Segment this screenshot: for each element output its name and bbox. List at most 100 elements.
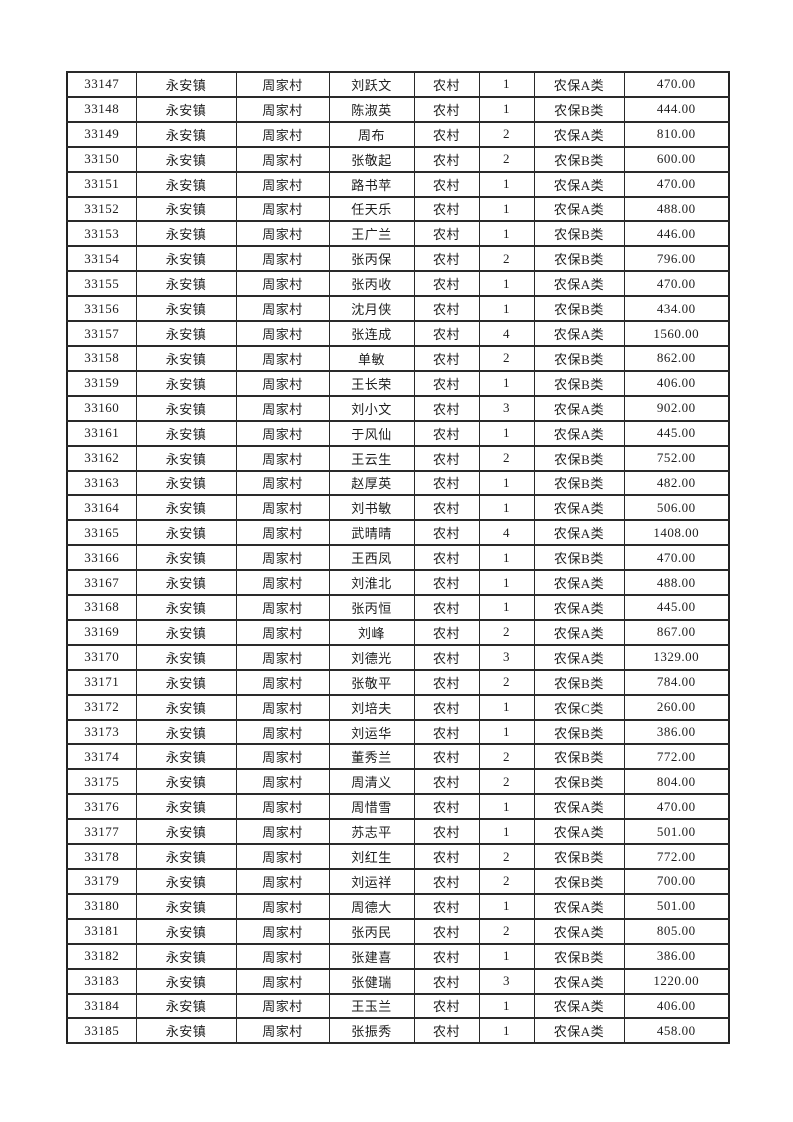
cell-person-name: 刘书敏 — [328, 494, 415, 522]
cell-village: 周家村 — [235, 394, 330, 422]
cell-residence-type: 农村 — [413, 892, 480, 920]
cell-town: 永安镇 — [135, 220, 237, 248]
cell-person-name: 任天乐 — [328, 195, 415, 223]
cell-amount: 458.00 — [623, 1017, 730, 1045]
cell-amount: 772.00 — [623, 743, 730, 771]
cell-person-count: 1 — [478, 569, 535, 597]
cell-record-id: 33150 — [66, 145, 137, 173]
table-row: 33163 永安镇 周家村 赵厚英 农村 1 农保B类 482.00 — [66, 469, 730, 497]
table-row: 33183 永安镇 周家村 张健瑞 农村 3 农保A类 1220.00 — [66, 967, 730, 995]
cell-town: 永安镇 — [135, 569, 237, 597]
table-row: 33153 永安镇 周家村 王广兰 农村 1 农保B类 446.00 — [66, 220, 730, 248]
cell-insurance-category: 农保B类 — [533, 220, 625, 248]
cell-town: 永安镇 — [135, 394, 237, 422]
cell-village: 周家村 — [235, 569, 330, 597]
table-row: 33185 永安镇 周家村 张振秀 农村 1 农保A类 458.00 — [66, 1017, 730, 1045]
table-row: 33162 永安镇 周家村 王云生 农村 2 农保B类 752.00 — [66, 444, 730, 472]
cell-person-name: 张丙收 — [328, 270, 415, 298]
cell-residence-type: 农村 — [413, 295, 480, 323]
cell-insurance-category: 农保A类 — [533, 494, 625, 522]
cell-person-name: 刘跃文 — [328, 71, 415, 98]
cell-person-name: 张丙民 — [328, 917, 415, 945]
cell-record-id: 33147 — [66, 71, 137, 98]
cell-residence-type: 农村 — [413, 170, 480, 198]
cell-insurance-category: 农保A类 — [533, 992, 625, 1020]
cell-village: 周家村 — [235, 295, 330, 323]
cell-village: 周家村 — [235, 444, 330, 472]
table-row: 33167 永安镇 周家村 刘淮北 农村 1 农保A类 488.00 — [66, 569, 730, 597]
table-row: 33151 永安镇 周家村 路书苹 农村 1 农保A类 470.00 — [66, 170, 730, 198]
cell-town: 永安镇 — [135, 818, 237, 846]
cell-record-id: 33184 — [66, 992, 137, 1020]
cell-insurance-category: 农保A类 — [533, 818, 625, 846]
cell-insurance-category: 农保C类 — [533, 693, 625, 721]
cell-insurance-category: 农保A类 — [533, 394, 625, 422]
cell-insurance-category: 农保A类 — [533, 643, 625, 671]
table-row: 33169 永安镇 周家村 刘峰 农村 2 农保A类 867.00 — [66, 618, 730, 646]
cell-town: 永安镇 — [135, 892, 237, 920]
cell-amount: 386.00 — [623, 718, 730, 746]
cell-record-id: 33149 — [66, 120, 137, 148]
cell-insurance-category: 农保B类 — [533, 743, 625, 771]
cell-person-count: 1 — [478, 295, 535, 323]
cell-town: 永安镇 — [135, 967, 237, 995]
cell-town: 永安镇 — [135, 95, 237, 123]
cell-residence-type: 农村 — [413, 245, 480, 273]
cell-person-count: 1 — [478, 693, 535, 721]
cell-person-count: 1 — [478, 544, 535, 572]
cell-village: 周家村 — [235, 868, 330, 895]
cell-person-name: 张敬平 — [328, 668, 415, 696]
cell-person-count: 2 — [478, 145, 535, 173]
cell-residence-type: 农村 — [413, 967, 480, 995]
cell-record-id: 33153 — [66, 220, 137, 248]
cell-record-id: 33180 — [66, 892, 137, 920]
table-row: 33158 永安镇 周家村 单敏 农村 2 农保B类 862.00 — [66, 344, 730, 372]
cell-town: 永安镇 — [135, 71, 237, 98]
cell-residence-type: 农村 — [413, 369, 480, 397]
cell-residence-type: 农村 — [413, 917, 480, 945]
cell-person-count: 1 — [478, 270, 535, 298]
cell-insurance-category: 农保A类 — [533, 917, 625, 945]
cell-town: 永安镇 — [135, 718, 237, 746]
cell-residence-type: 农村 — [413, 444, 480, 472]
cell-person-name: 刘峰 — [328, 618, 415, 646]
cell-person-count: 4 — [478, 320, 535, 347]
cell-insurance-category: 农保A类 — [533, 594, 625, 621]
cell-record-id: 33175 — [66, 768, 137, 796]
cell-village: 周家村 — [235, 120, 330, 148]
cell-residence-type: 农村 — [413, 95, 480, 123]
cell-town: 永安镇 — [135, 344, 237, 372]
cell-person-name: 张丙恒 — [328, 594, 415, 621]
cell-person-count: 1 — [478, 369, 535, 397]
table-body: 33147 永安镇 周家村 刘跃文 农村 1 农保A类 470.00 33148 永安镇 周家村 陈淑… — [66, 71, 730, 1045]
cell-person-name: 张建喜 — [328, 942, 415, 970]
table-row: 33161 永安镇 周家村 于风仙 农村 1 农保A类 445.00 — [66, 419, 730, 447]
cell-record-id: 33181 — [66, 917, 137, 945]
cell-amount: 445.00 — [623, 419, 730, 447]
cell-insurance-category: 农保A类 — [533, 170, 625, 198]
cell-person-name: 张连成 — [328, 320, 415, 347]
cell-amount: 700.00 — [623, 868, 730, 895]
cell-residence-type: 农村 — [413, 668, 480, 696]
cell-record-id: 33164 — [66, 494, 137, 522]
cell-insurance-category: 农保A类 — [533, 967, 625, 995]
table-row: 33181 永安镇 周家村 张丙民 农村 2 农保A类 805.00 — [66, 917, 730, 945]
cell-town: 永安镇 — [135, 594, 237, 621]
cell-record-id: 33156 — [66, 295, 137, 323]
cell-amount: 501.00 — [623, 818, 730, 846]
cell-person-count: 2 — [478, 120, 535, 148]
cell-insurance-category: 农保B类 — [533, 668, 625, 696]
cell-record-id: 33176 — [66, 793, 137, 821]
cell-amount: 488.00 — [623, 569, 730, 597]
cell-village: 周家村 — [235, 95, 330, 123]
cell-person-name: 赵厚英 — [328, 469, 415, 497]
cell-record-id: 33171 — [66, 668, 137, 696]
cell-person-name: 陈淑英 — [328, 95, 415, 123]
cell-record-id: 33159 — [66, 369, 137, 397]
cell-person-count: 1 — [478, 818, 535, 846]
table-row: 33180 永安镇 周家村 周德大 农村 1 农保A类 501.00 — [66, 892, 730, 920]
table-row: 33157 永安镇 周家村 张连成 农村 4 农保A类 1560.00 — [66, 320, 730, 347]
cell-record-id: 33185 — [66, 1017, 137, 1045]
cell-person-count: 1 — [478, 419, 535, 447]
cell-person-count: 2 — [478, 843, 535, 870]
